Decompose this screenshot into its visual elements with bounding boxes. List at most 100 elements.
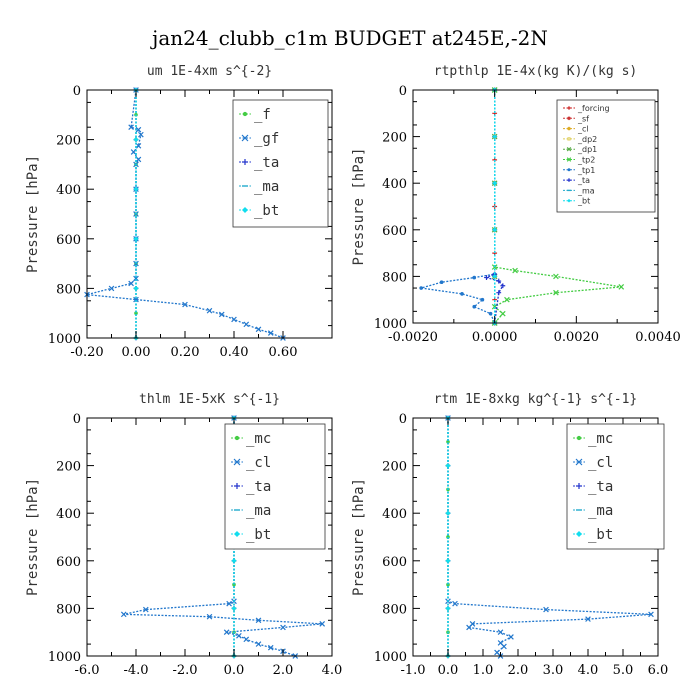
legend-marker [242, 111, 248, 117]
y-tick-label: 1000 [48, 650, 81, 665]
data-point [133, 296, 139, 303]
panel-2: rtpthlp 1E-4x(kg K)/(kg s) Pressure [hPa]… [351, 64, 681, 345]
x-tick-label: 4.0 [322, 663, 343, 678]
x-tick-label: -0.0020 [388, 330, 438, 345]
legend-label: _ma [577, 186, 595, 195]
data-point [488, 311, 493, 316]
data-point [497, 629, 504, 636]
data-point [128, 124, 134, 131]
data-point [133, 275, 139, 282]
legend-label: _bt [577, 197, 590, 206]
legend-label: _dp1 [577, 145, 597, 154]
legend-label: _mc [246, 431, 271, 447]
data-point [128, 280, 134, 287]
data-point [445, 510, 451, 516]
data-point [120, 611, 127, 618]
x-tick-label: 2.0 [508, 663, 529, 678]
data-point [472, 304, 477, 309]
y-tick-label: 200 [56, 460, 81, 475]
legend-marker [242, 207, 248, 213]
data-point [108, 285, 115, 292]
series-line-tp2 [493, 90, 622, 324]
legend-marker [576, 531, 582, 537]
legend-marker [566, 157, 572, 162]
legend-box [556, 99, 656, 213]
legend-label: _ma [588, 503, 613, 519]
legend-marker [241, 134, 249, 142]
data-point [585, 616, 591, 622]
y-axis-label: Pressure [hPa] [351, 478, 367, 596]
y-tick-label: 400 [56, 183, 81, 198]
legend-label: _mc [588, 431, 613, 447]
x-tick-label: 0.0 [224, 663, 245, 678]
legend-marker [567, 178, 571, 182]
y-tick-label: 0 [399, 412, 407, 427]
y-tick-label: 400 [56, 507, 81, 522]
x-tick-label: 1.0 [473, 663, 494, 678]
panel-title: rtpthlp 1E-4x(kg K)/(kg s) [434, 64, 638, 79]
data-point [504, 296, 510, 303]
data-point [466, 624, 472, 631]
y-tick-label: 600 [382, 224, 407, 239]
data-point [553, 273, 559, 280]
data-point [223, 629, 230, 636]
y-tick-label: 1000 [374, 650, 407, 665]
legend-label: _bt [588, 527, 613, 543]
data-point [135, 156, 142, 163]
y-tick-label: 400 [382, 177, 407, 192]
data-point [138, 131, 144, 138]
data-point [484, 275, 489, 280]
panel-3: thlm 1E-5xK s^{-1} Pressure [hPa] 0 200 400 6… [25, 392, 342, 678]
data-point [130, 149, 137, 155]
data-point [236, 632, 242, 639]
data-point [439, 280, 444, 285]
panel-title: thlm 1E-5xK s^{-1} [139, 392, 280, 407]
legend-marker [242, 159, 248, 165]
panel-1: um 1E-4xm s^{-2} Pressure [hPa] 0 200 400 600… [25, 64, 333, 360]
x-tick-label: 3.0 [543, 663, 564, 678]
panel-title: rtm 1E-8xkg kg^{-1} s^{-1} [434, 392, 638, 407]
panels: um 1E-4xm s^{-2} Pressure [hPa] 0 200 400 600… [25, 64, 681, 678]
legend-marker [567, 168, 571, 172]
legend-label: _ma [246, 503, 271, 519]
legend-label: _cl [246, 455, 271, 471]
legend-label: _f [254, 107, 271, 123]
series-group [419, 87, 625, 326]
data-point [133, 137, 139, 142]
data-point [512, 267, 518, 274]
data-point [226, 600, 232, 607]
legend-label: _ta [254, 155, 279, 171]
legend-marker [233, 458, 241, 466]
data-point [319, 621, 326, 627]
figure-title: jan24_clubb_c1m BUDGET at245E,-2N [150, 26, 548, 50]
data-point [452, 600, 458, 607]
x-tick-label: 0.20 [171, 345, 200, 360]
data-point [255, 617, 262, 624]
data-point [445, 463, 451, 468]
data-point [508, 634, 514, 640]
data-point [501, 643, 507, 650]
legend-label: _sf [577, 114, 589, 123]
legend-marker [234, 435, 240, 441]
y-tick-label: 1000 [48, 332, 81, 347]
y-tick-label: 800 [56, 602, 81, 617]
y-axis-label: Pressure [hPa] [25, 155, 41, 273]
data-point [182, 301, 188, 308]
legend-label: _ma [254, 179, 279, 195]
data-point [553, 289, 559, 296]
legend-label: _cl [577, 125, 589, 134]
y-axis-label: Pressure [hPa] [25, 478, 41, 596]
legend: _mc _cl _ta _ma _bt [566, 423, 665, 550]
y-tick-label: 200 [382, 460, 407, 475]
x-tick-label: 0.0040 [635, 330, 681, 345]
data-point [472, 275, 477, 280]
legend: _forcing_sf _cl_dp2_dp1 _tp2_tp1_ta_ma _bt [556, 99, 656, 213]
x-tick-label: 5.0 [613, 663, 634, 678]
legend-marker [567, 137, 571, 141]
data-point [543, 606, 549, 613]
legend-label: _bt [254, 203, 279, 219]
data-point [243, 636, 250, 643]
x-tick-label: -2.0 [172, 663, 197, 678]
legend-label: _tp2 [577, 156, 595, 165]
